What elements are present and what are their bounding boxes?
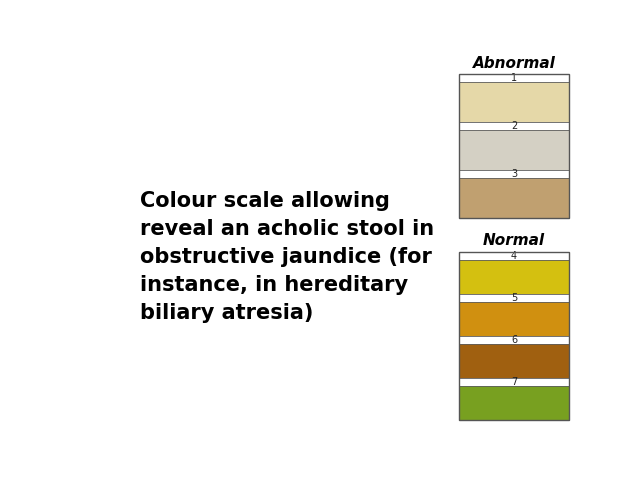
Bar [460, 74, 568, 218]
Bar [460, 74, 568, 83]
Bar [460, 344, 568, 378]
Bar [460, 378, 568, 386]
Text: 2: 2 [511, 121, 517, 132]
Text: Normal: Normal [483, 233, 545, 248]
Text: 6: 6 [511, 335, 517, 345]
Bar [460, 83, 568, 122]
Bar [460, 336, 568, 344]
Bar [460, 131, 568, 170]
Bar [460, 260, 568, 294]
Bar [460, 386, 568, 420]
Text: Abnormal: Abnormal [472, 56, 556, 71]
Bar [460, 294, 568, 302]
Text: 5: 5 [511, 293, 517, 303]
Bar [460, 179, 568, 218]
Bar [460, 252, 568, 260]
Bar [460, 122, 568, 131]
Text: 1: 1 [511, 73, 517, 84]
Bar [460, 170, 568, 179]
Text: 7: 7 [511, 377, 517, 387]
Text: 4: 4 [511, 251, 517, 261]
Text: Colour scale allowing
reveal an acholic stool in
obstructive jaundice (for
insta: Colour scale allowing reveal an acholic … [140, 191, 434, 323]
Bar [460, 252, 568, 420]
Text: 3: 3 [511, 169, 517, 180]
Bar [460, 302, 568, 336]
